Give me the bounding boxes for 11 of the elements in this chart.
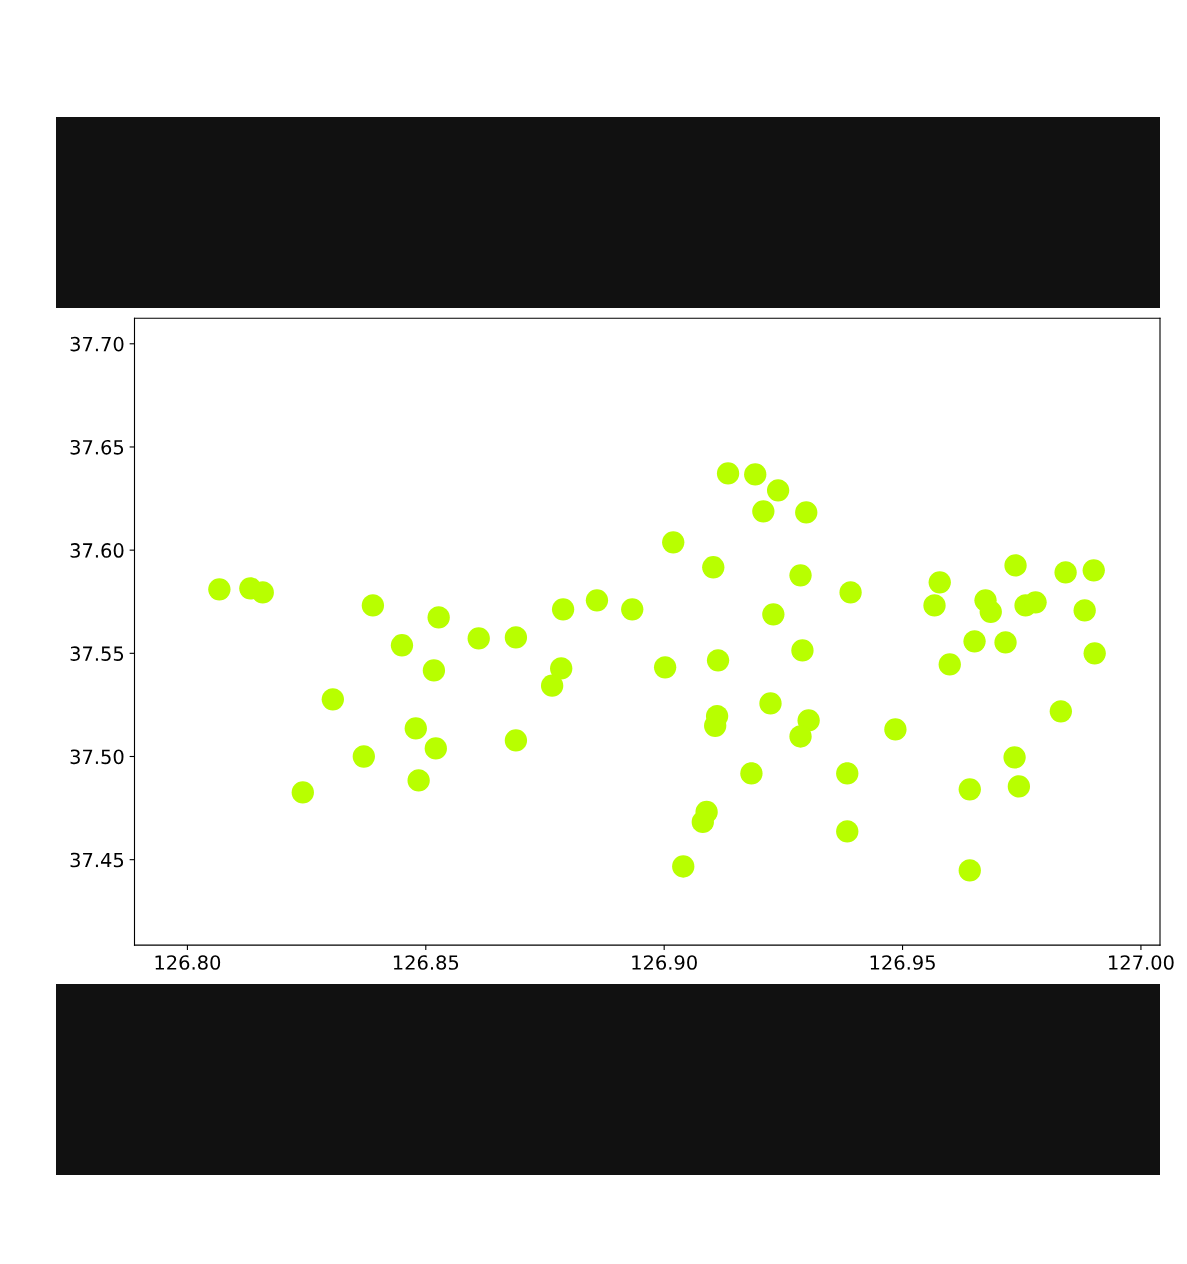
y-tick-label: 37.55 [70,646,124,661]
x-tick-label: 127.00 [1109,955,1174,970]
x-tick-label: 126.85 [393,955,459,970]
x-tick-label: 126.90 [632,955,697,970]
x-tick-label: 126.95 [870,955,935,970]
y-tick-label: 37.50 [70,749,124,765]
x-tick-label: 126.80 [155,955,221,970]
y-tick-label: 37.70 [70,336,124,352]
y-tick-label: 37.60 [70,543,124,558]
y-tick-label: 37.45 [70,852,124,868]
y-tick-label: 37.65 [70,439,124,455]
